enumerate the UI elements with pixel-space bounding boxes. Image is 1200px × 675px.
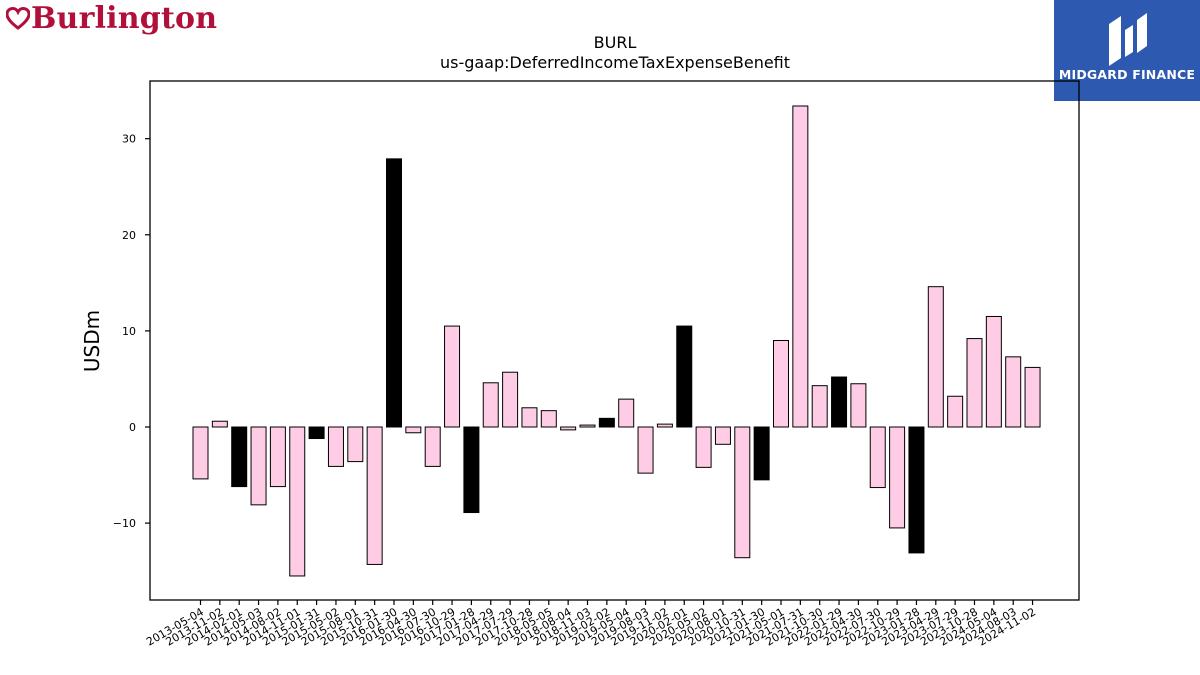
bar-2016-07-30	[425, 427, 440, 466]
x-ticks-group: 2013-05-042013-11-022014-02-012014-05-03…	[144, 600, 1038, 649]
bar-2023-04-29	[928, 287, 943, 427]
y-axis-label: USDm	[80, 310, 104, 372]
bar-2024-05-04	[986, 316, 1001, 427]
bar-2020-08-01	[715, 427, 730, 444]
bar-2017-01-28	[464, 427, 479, 513]
bar-2014-11-01	[290, 427, 305, 576]
bar-2022-10-29	[890, 427, 905, 528]
bar-2014-02-01	[232, 427, 247, 487]
bar-2019-02-02	[599, 418, 614, 427]
bar-2022-04-30	[851, 384, 866, 427]
y-tick-label: 0	[129, 421, 136, 434]
y-tick-label: −10	[113, 517, 136, 530]
bar-2024-08-03	[1006, 357, 1021, 427]
bar-2013-05-04	[193, 427, 208, 479]
bar-2022-01-29	[832, 377, 847, 427]
bar-2017-07-29	[503, 372, 518, 427]
bar-2017-04-29	[483, 383, 498, 427]
bar-2020-02-01	[677, 326, 692, 427]
bar-2014-05-03	[251, 427, 266, 505]
bar-2013-11-02	[212, 421, 227, 427]
bar-2019-08-03	[638, 427, 653, 473]
bar-2021-01-30	[754, 427, 769, 480]
bar-2015-08-01	[348, 427, 363, 462]
bar-2023-10-28	[967, 339, 982, 427]
bar-2022-07-30	[870, 427, 885, 488]
bar-2015-10-31	[367, 427, 382, 564]
bar-2018-11-03	[580, 425, 595, 427]
y-tick-label: 20	[122, 229, 136, 242]
bar-2015-01-31	[309, 427, 324, 439]
y-tick-label: 30	[122, 133, 136, 146]
bar-2024-11-02	[1025, 367, 1040, 427]
bar-2020-05-02	[696, 427, 711, 467]
bar-2019-11-02	[657, 424, 672, 427]
bar-2021-07-31	[793, 106, 808, 427]
bar-2016-01-30	[387, 159, 402, 427]
y-tick-label: 10	[122, 325, 136, 338]
bar-2020-10-31	[735, 427, 750, 558]
bar-2015-05-02	[328, 427, 343, 466]
chart-title: BURL	[594, 33, 637, 52]
bar-2019-05-04	[619, 399, 634, 427]
bar-2021-05-01	[774, 341, 789, 428]
bar-2021-10-30	[812, 386, 827, 427]
bar-2016-10-29	[445, 326, 460, 427]
bar-2016-04-30	[406, 427, 421, 433]
y-ticks-group: −10 0 10 20 30	[113, 133, 150, 530]
bar-2018-05-05	[541, 411, 556, 427]
bar-chart: BURL us-gaap:DeferredIncomeTaxExpenseBen…	[0, 0, 1200, 675]
bar-2017-10-28	[522, 408, 537, 427]
bar-2023-01-28	[909, 427, 924, 553]
chart-subtitle: us-gaap:DeferredIncomeTaxExpenseBenefit	[440, 53, 790, 72]
bar-2014-08-02	[270, 427, 285, 487]
bar-2018-08-04	[561, 427, 576, 430]
bars-group	[193, 106, 1040, 576]
bar-2023-07-29	[948, 396, 963, 427]
